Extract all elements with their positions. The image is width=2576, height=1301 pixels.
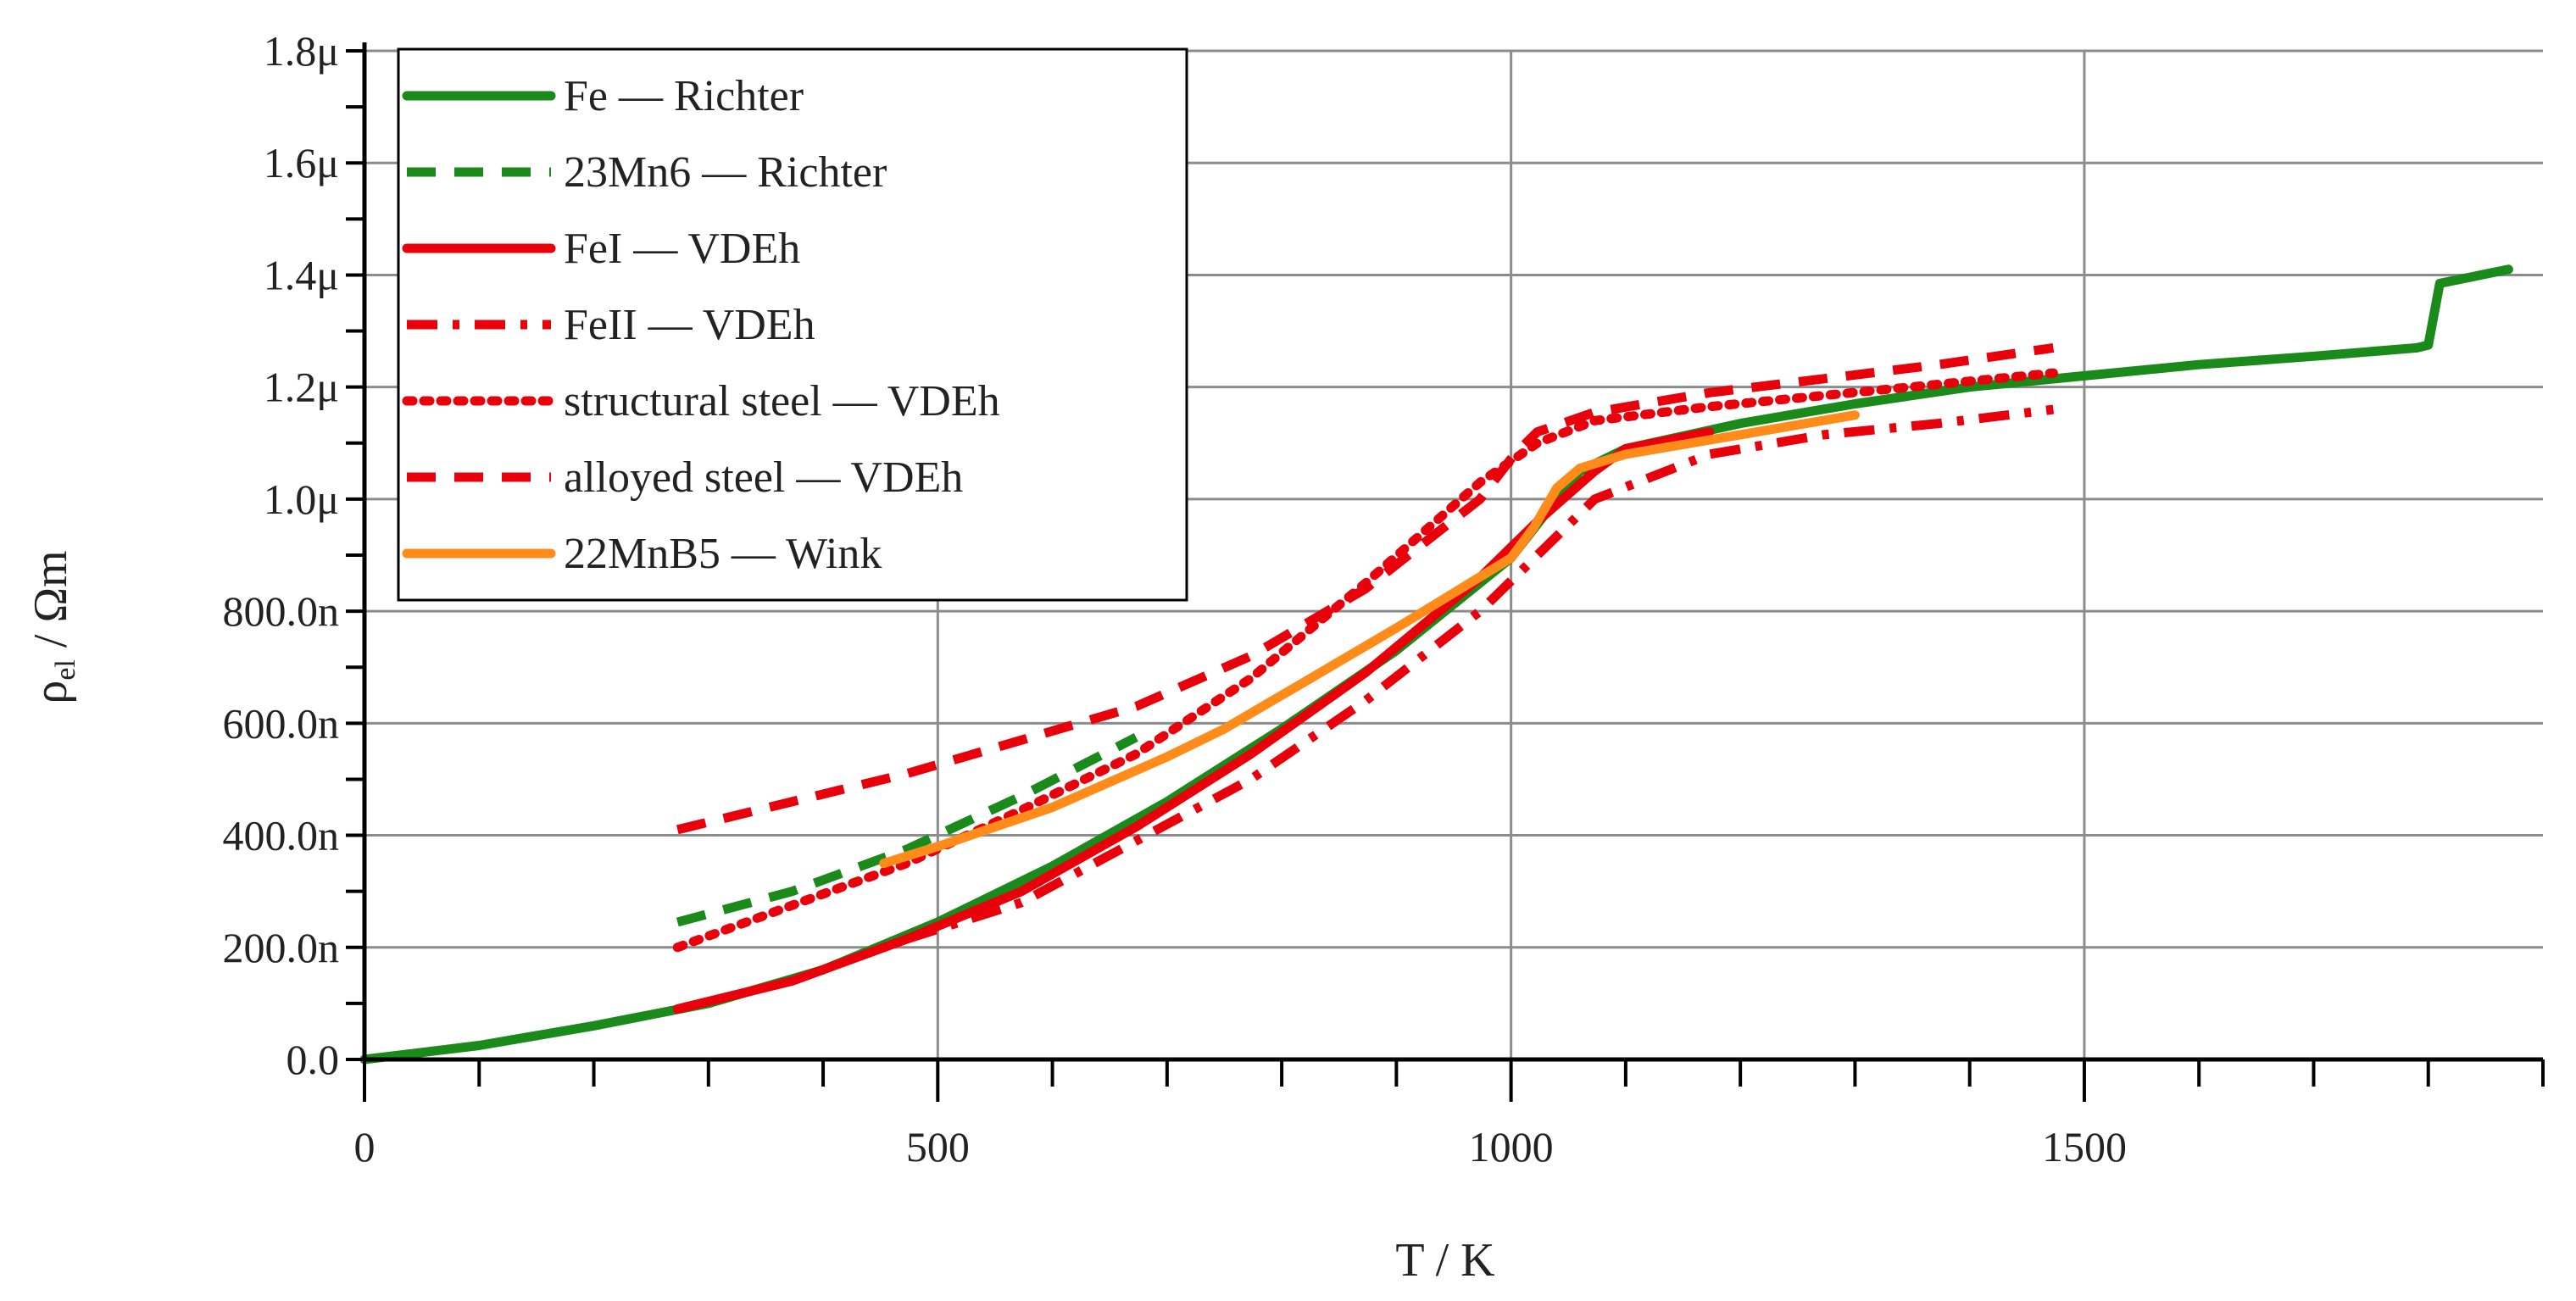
y-tick-label-8: 1.6μ bbox=[264, 139, 339, 186]
y-tick-label-6: 1.2μ bbox=[264, 364, 339, 411]
legend-label-4: structural steel — VDEh bbox=[564, 377, 1000, 425]
series-line-5 bbox=[676, 342, 2055, 835]
y-tick-label-0: 0.0 bbox=[287, 1036, 340, 1083]
y-tick-label-7: 1.4μ bbox=[264, 251, 339, 298]
series-line-1 bbox=[676, 733, 1138, 927]
y-tick-label-3: 600.0n bbox=[223, 699, 340, 747]
axes bbox=[346, 42, 2545, 1102]
y-tick-label-1: 200.0n bbox=[223, 924, 340, 971]
x-tick-label-3: 1500 bbox=[2042, 1123, 2127, 1170]
series-lines bbox=[359, 264, 2513, 1065]
series-line-2 bbox=[672, 427, 1715, 1014]
x-axis-title: T / K bbox=[1395, 1234, 1494, 1287]
x-tick-label-0: 0 bbox=[354, 1123, 376, 1170]
legend-label-2: FeI — VDEh bbox=[564, 225, 800, 273]
svg-text:ρel / Ωm: ρel / Ωm bbox=[25, 550, 81, 703]
series-line-3 bbox=[905, 404, 2055, 944]
y-tick-label-2: 400.0n bbox=[223, 812, 340, 859]
y-axis-title: ρel / Ωm bbox=[25, 550, 81, 703]
legend-label-6: 22MnB5 — Wink bbox=[564, 530, 882, 578]
legend: Fe — Richter 23Mn6 — Richter FeI — VDEh FeI… bbox=[397, 47, 1188, 602]
x-tick-label-1: 500 bbox=[906, 1123, 970, 1170]
legend-label-5: alloyed steel — VDEh bbox=[564, 453, 963, 502]
legend-label-1: 23Mn6 — Richter bbox=[564, 148, 887, 197]
legend-label-0: Fe — Richter bbox=[564, 72, 804, 120]
y-axis-title-unit: / Ωm bbox=[25, 550, 77, 659]
tick-labels: 0.0 200.0n 400.0n 600.0n 800.0n 1.0μ 1.2μ 1.4μ 1… bbox=[223, 27, 2127, 1170]
y-axis-title-main: ρ bbox=[25, 681, 77, 704]
y-tick-label-4: 800.0n bbox=[223, 587, 340, 635]
series-line-4 bbox=[672, 368, 2058, 953]
x-tick-label-2: 1000 bbox=[1469, 1123, 1554, 1170]
legend-label-3: FeII — VDEh bbox=[564, 301, 815, 349]
y-tick-label-5: 1.0μ bbox=[264, 475, 339, 523]
series-line-6 bbox=[879, 410, 1860, 869]
y-tick-label-9: 1.8μ bbox=[264, 27, 339, 75]
y-axis-title-sub: el bbox=[50, 659, 81, 681]
legend-box bbox=[397, 47, 1188, 602]
